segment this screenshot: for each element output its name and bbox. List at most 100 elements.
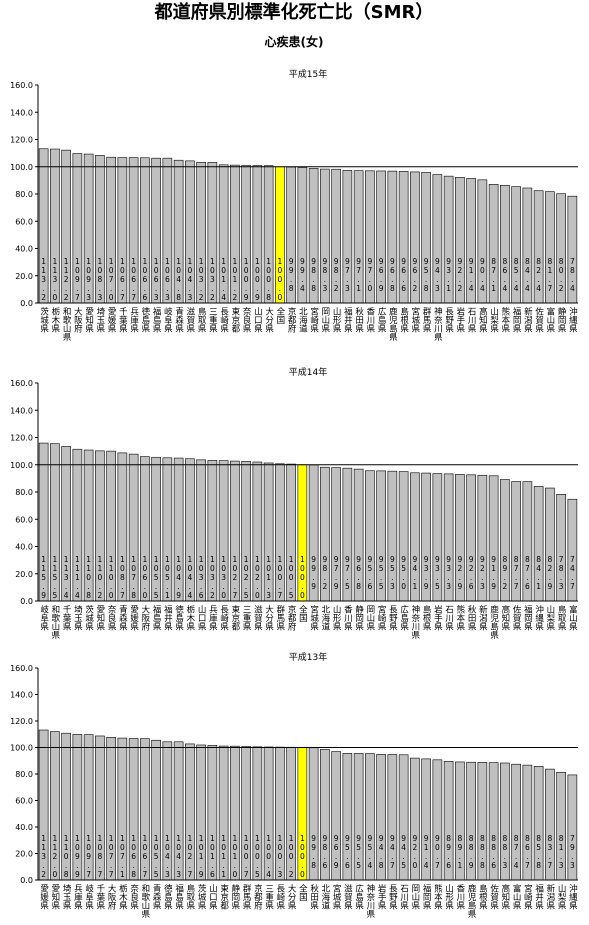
- value-label: 101.1: [219, 834, 228, 879]
- value-label: 105.5: [152, 834, 161, 879]
- x-tick-label: 鹿児島県: [387, 306, 397, 342]
- x-tick-label: 兵庫県: [129, 306, 139, 333]
- x-tick-label: 愛知県: [95, 604, 105, 631]
- x-tick-label: 奈良県: [241, 306, 251, 333]
- x-tick-label: 京都府: [286, 306, 296, 333]
- value-label: 112.2: [62, 257, 71, 302]
- value-label: 95.6: [365, 555, 374, 591]
- x-tick-label: 静岡県: [556, 306, 566, 333]
- x-tick-label: 沖縄県: [534, 604, 544, 631]
- value-label: 106.7: [140, 834, 149, 879]
- value-label: 92.0: [410, 834, 419, 870]
- x-tick-label: 埼玉県: [72, 604, 82, 631]
- x-tick-label: 福島県: [151, 604, 161, 631]
- x-tick-label: 青森県: [174, 306, 184, 333]
- chart-title: 平成15年: [289, 68, 327, 80]
- x-tick-label: 京都府: [252, 883, 262, 910]
- value-label: 100.5: [253, 834, 262, 879]
- value-label: 82.9: [545, 555, 554, 591]
- value-label: 98.3: [320, 257, 329, 293]
- x-tick-label: 岡山県: [320, 307, 330, 333]
- x-tick-label: 香川県: [342, 604, 352, 631]
- value-label: 95.5: [377, 555, 386, 591]
- value-label: 102.5: [242, 555, 251, 600]
- chart-title: 平成14年: [289, 366, 327, 378]
- x-tick-label: 岡山県: [365, 605, 375, 631]
- x-tick-label: 兵庫県: [72, 883, 82, 910]
- value-label: 89.2: [500, 555, 509, 591]
- x-tick-label: 山形県: [331, 604, 341, 631]
- value-label: 83.7: [545, 834, 554, 870]
- x-tick-label: 静岡県: [354, 604, 364, 631]
- x-tick-label: 沖縄県: [567, 306, 577, 333]
- x-tick-label: 愛知県: [50, 883, 60, 910]
- value-label: 87.7: [512, 555, 521, 591]
- value-label: 99.8: [287, 257, 296, 293]
- value-label: 98.2: [332, 257, 341, 293]
- x-tick-label: 栃木県: [50, 306, 60, 333]
- x-tick-label: 熊本県: [500, 306, 510, 333]
- value-label: 90.7: [433, 834, 442, 870]
- value-label: 100.8: [264, 257, 273, 302]
- x-tick-label: 滋賀県: [342, 883, 352, 910]
- y-tick-label: 0.0: [20, 876, 33, 885]
- value-label: 101.4: [219, 257, 228, 302]
- x-tick-label: 北海道: [320, 884, 330, 910]
- x-tick-label: 熊本県: [455, 604, 465, 631]
- y-tick-label: 100.0: [10, 744, 33, 753]
- value-label: 95.4: [365, 834, 374, 870]
- value-label: 81.3: [557, 834, 566, 870]
- x-tick-label: 千葉県: [61, 604, 71, 631]
- value-label: 110.8: [62, 834, 71, 879]
- x-tick-label: 長崎県: [219, 605, 229, 631]
- value-label: 94.3: [433, 257, 442, 293]
- value-label: 100.9: [242, 257, 251, 302]
- x-tick-label: 東京都: [219, 883, 229, 910]
- x-tick-label: 福井県: [162, 604, 172, 631]
- y-tick-label: 140.0: [10, 108, 33, 117]
- x-tick-label: 茨城県: [84, 604, 94, 631]
- x-tick-label: 島根県: [399, 306, 409, 333]
- x-tick-label: 徳島県: [162, 883, 172, 910]
- y-tick-label: 80.0: [15, 190, 33, 199]
- y-tick-label: 20.0: [15, 272, 33, 281]
- x-tick-label: 富山県: [567, 604, 577, 631]
- x-tick-label: 福岡県: [511, 306, 521, 333]
- value-label: 109.7: [73, 257, 82, 302]
- x-tick-label: 新潟県: [477, 604, 487, 631]
- value-label: 92.2: [455, 257, 464, 293]
- value-label: 91.9: [489, 555, 498, 591]
- value-label: 94.8: [377, 834, 386, 870]
- value-label: 93.3: [444, 555, 453, 591]
- value-label: 87.4: [512, 834, 521, 870]
- value-label: 115.5: [50, 555, 59, 600]
- value-label: 103.6: [197, 555, 206, 600]
- value-label: 106.0: [140, 555, 149, 600]
- value-label: 99.4: [298, 257, 307, 293]
- value-label: 97.0: [365, 257, 374, 293]
- value-label: 101.9: [197, 834, 206, 879]
- value-label: 100.3: [275, 834, 284, 879]
- x-tick-label: 岩手県: [432, 604, 442, 631]
- x-tick-label: 福岡県: [421, 883, 431, 910]
- value-label: 103.2: [197, 257, 206, 302]
- value-label: 86.7: [523, 834, 532, 870]
- value-label: 95.3: [388, 555, 397, 591]
- x-tick-label: 山口県: [252, 306, 262, 333]
- x-tick-label: 岐阜県: [162, 306, 172, 333]
- x-tick-label: 愛知県: [84, 306, 94, 333]
- value-label: 101.6: [208, 834, 217, 879]
- x-tick-label: 大阪府: [106, 883, 116, 910]
- value-label: 90.4: [478, 257, 487, 293]
- x-tick-label: 岩手県: [376, 883, 386, 910]
- x-tick-label: 島根県: [477, 883, 487, 910]
- value-label: 106.3: [163, 257, 172, 302]
- value-label: 85.8: [534, 834, 543, 870]
- x-tick-label: 長野県: [387, 605, 397, 631]
- value-label: 110.0: [107, 555, 116, 600]
- value-label: 100.9: [253, 257, 262, 302]
- x-tick-label: 福島県: [174, 883, 184, 910]
- value-label: 100.5: [287, 555, 296, 600]
- x-tick-label: 千葉県: [95, 883, 105, 910]
- value-label: 79.3: [568, 834, 577, 870]
